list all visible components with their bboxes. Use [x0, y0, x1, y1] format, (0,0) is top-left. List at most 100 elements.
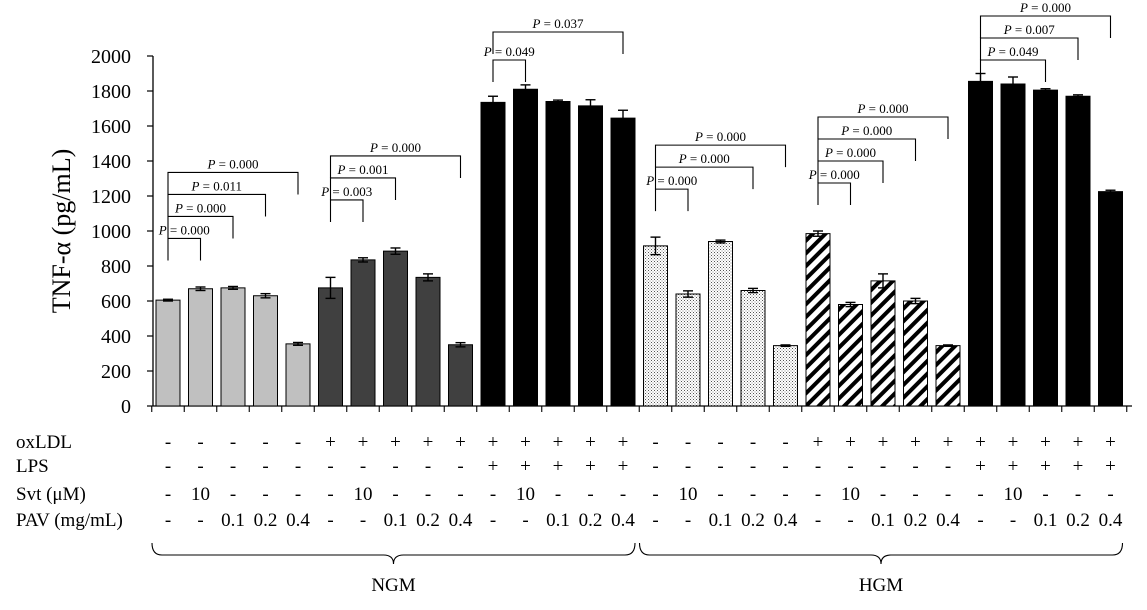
condition-cell: 0.4	[286, 510, 310, 531]
condition-cell: -	[815, 456, 821, 477]
condition-cell: -	[815, 510, 821, 531]
significance-bracket	[979, 37, 1079, 60]
p-value-label: P = 0.011	[190, 178, 242, 193]
significance-bracket	[167, 171, 299, 195]
bar-22	[838, 304, 863, 407]
condition-cell: 0.1	[709, 510, 733, 531]
condition-cell: -	[392, 456, 398, 477]
bar-5	[285, 343, 311, 407]
condition-cell: -	[327, 456, 333, 477]
p-value-label: P = 0.000	[206, 156, 258, 171]
condition-cell: -	[165, 484, 171, 505]
condition-cell: -	[392, 484, 398, 505]
bar-20	[773, 345, 798, 407]
axes-layer: 0 200 400 600 800 1000 1200 1400 1600 1800 2000 TNF…	[47, 46, 1132, 418]
bar-16	[643, 245, 668, 407]
row-label: LPS	[16, 456, 49, 477]
p-value-label: P = 0.000	[158, 222, 210, 237]
bar-25	[935, 345, 961, 407]
condition-cell: -	[587, 484, 593, 505]
condition-cell: -	[847, 510, 853, 531]
bar-26	[968, 80, 993, 407]
significance-bracket	[329, 177, 397, 200]
condition-cell: -	[945, 484, 951, 505]
condition-cell: -	[230, 432, 236, 453]
condition-cell: 0.2	[1066, 510, 1090, 531]
condition-cell: -	[360, 456, 366, 477]
condition-cell: -	[262, 484, 268, 505]
significance-bracket	[167, 215, 234, 239]
y-tick-label: 0	[121, 396, 131, 418]
significance-bracket	[329, 199, 364, 222]
condition-cell: -	[685, 456, 691, 477]
y-tick-label: 2000	[91, 46, 131, 68]
condition-cell: 0.2	[254, 510, 278, 531]
condition-cell: +	[520, 456, 531, 477]
condition-cell: -	[230, 456, 236, 477]
bar-8	[383, 250, 408, 407]
p-value-label: P = 0.000	[840, 123, 892, 138]
condition-cell: -	[165, 510, 171, 531]
bar-15	[610, 117, 636, 407]
bar-24	[903, 300, 928, 407]
condition-cell: -	[652, 432, 658, 453]
condition-cell: +	[520, 432, 531, 453]
condition-cell: +	[1008, 456, 1019, 477]
condition-cell: 10	[354, 484, 373, 505]
condition-cell: 0.2	[741, 510, 765, 531]
condition-cell: 10	[841, 484, 860, 505]
y-tick-label: 400	[101, 326, 131, 348]
bar-10	[448, 344, 473, 407]
condition-cell: -	[262, 456, 268, 477]
condition-cell: +	[845, 432, 856, 453]
condition-cell: -	[717, 456, 723, 477]
condition-cell: +	[943, 432, 954, 453]
condition-cell: 0.1	[384, 510, 408, 531]
significance-bracket	[492, 59, 527, 82]
condition-cell: -	[522, 510, 528, 531]
condition-cell: -	[750, 432, 756, 453]
condition-cell: 10	[1004, 484, 1023, 505]
p-value-label: P = 0.049	[986, 44, 1038, 59]
p-value-label: P = 0.007	[1003, 22, 1056, 37]
group-label: NGM	[371, 575, 415, 596]
condition-cell: -	[425, 456, 431, 477]
condition-cell: 10	[516, 484, 535, 505]
p-value-label: P = 0.049	[483, 44, 535, 59]
p-value-label: P = 0.000	[808, 167, 860, 182]
condition-cell: 0.2	[579, 510, 603, 531]
condition-cell: -	[912, 484, 918, 505]
condition-cell: +	[1073, 456, 1084, 477]
row-label: PAV (mg/mL)	[16, 510, 123, 531]
condition-cell: 0.4	[1099, 510, 1123, 531]
row-label: Svt (μM)	[16, 484, 86, 505]
bar-13	[545, 101, 571, 407]
condition-cell: -	[197, 510, 203, 531]
condition-cell: +	[553, 432, 564, 453]
bar-7	[350, 259, 376, 407]
condition-cell: -	[1010, 510, 1016, 531]
condition-cell: -	[685, 510, 691, 531]
y-tick-label: 1000	[91, 221, 131, 243]
significance-bracket	[979, 59, 1047, 82]
condition-cell: +	[325, 432, 336, 453]
bar-28	[1033, 89, 1058, 407]
bar-6	[318, 287, 343, 407]
condition-cell: -	[815, 484, 821, 505]
condition-cell: -	[782, 432, 788, 453]
condition-cell: +	[1008, 432, 1019, 453]
condition-cell: 0.4	[774, 510, 798, 531]
bar-11	[480, 101, 506, 407]
condition-cell: +	[488, 432, 499, 453]
condition-cell: +	[488, 456, 499, 477]
condition-cell: -	[425, 484, 431, 505]
condition-cell: +	[358, 432, 369, 453]
condition-cell: +	[975, 432, 986, 453]
p-value-label: P = 0.001	[336, 162, 388, 177]
condition-cell: 0.1	[546, 510, 570, 531]
condition-cell: -	[847, 456, 853, 477]
condition-cell: -	[295, 484, 301, 505]
condition-cell: -	[165, 432, 171, 453]
significance-bracket	[817, 160, 884, 183]
